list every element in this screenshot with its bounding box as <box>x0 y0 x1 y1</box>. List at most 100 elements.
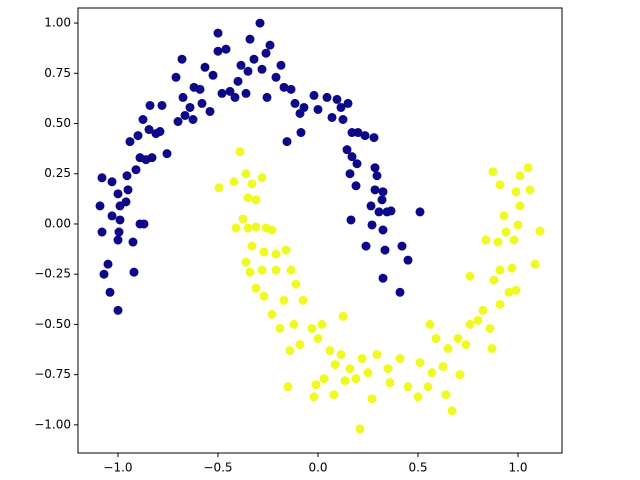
point <box>374 207 384 217</box>
point <box>478 305 488 315</box>
point <box>299 102 309 112</box>
point <box>415 207 425 217</box>
point <box>107 211 117 221</box>
point <box>313 104 323 114</box>
point <box>347 152 357 162</box>
point <box>231 223 241 233</box>
point <box>535 226 545 236</box>
point <box>327 112 337 122</box>
point <box>238 214 248 224</box>
point <box>290 98 300 108</box>
point <box>105 287 115 297</box>
point <box>125 137 135 147</box>
point <box>488 167 498 177</box>
point <box>113 305 123 315</box>
point <box>296 128 306 138</box>
point <box>319 374 329 384</box>
point <box>185 102 195 112</box>
point <box>338 115 348 125</box>
point <box>455 370 465 380</box>
point <box>195 84 205 94</box>
point <box>515 171 525 181</box>
y-tick-label: −0.50 <box>34 317 71 331</box>
point <box>465 319 475 329</box>
point <box>289 319 299 329</box>
point <box>291 279 301 289</box>
point <box>295 340 305 350</box>
point <box>485 323 495 333</box>
point <box>282 137 292 147</box>
point <box>180 110 190 120</box>
point <box>103 259 113 269</box>
point <box>415 358 425 368</box>
point <box>378 187 388 197</box>
point <box>385 378 395 388</box>
point <box>340 376 350 386</box>
point <box>511 187 521 197</box>
point <box>309 392 319 402</box>
point <box>262 92 272 102</box>
point <box>233 76 243 86</box>
point <box>121 197 131 207</box>
point <box>281 245 291 255</box>
point <box>322 92 332 102</box>
point <box>247 179 257 189</box>
point <box>241 88 251 98</box>
point <box>279 82 289 92</box>
point <box>188 115 198 125</box>
x-tick-label: 0.0 <box>308 461 327 475</box>
point <box>336 102 346 112</box>
y-tick-label: 0.25 <box>44 166 71 180</box>
point <box>352 159 362 169</box>
y-tick-label: 0.50 <box>44 116 71 130</box>
point <box>257 265 267 275</box>
point <box>255 18 265 28</box>
point <box>447 406 457 416</box>
point <box>438 362 448 372</box>
point <box>427 368 437 378</box>
point <box>489 275 499 285</box>
point <box>530 259 540 269</box>
point <box>431 333 441 343</box>
point <box>511 285 521 295</box>
point <box>507 263 517 273</box>
point <box>95 201 105 211</box>
point <box>363 368 373 378</box>
point <box>275 323 285 333</box>
point <box>378 273 388 283</box>
point <box>221 44 231 54</box>
point <box>523 163 533 173</box>
point <box>313 333 323 343</box>
point <box>357 354 367 364</box>
point <box>265 40 275 50</box>
point <box>257 173 267 183</box>
point <box>377 195 387 205</box>
point <box>213 46 223 56</box>
point <box>425 319 435 329</box>
point <box>366 201 376 211</box>
point <box>285 346 295 356</box>
point <box>251 283 261 293</box>
y-tick-label: −0.25 <box>34 267 71 281</box>
point <box>495 180 505 190</box>
point <box>113 235 123 245</box>
point <box>178 92 188 102</box>
point <box>351 374 361 384</box>
point <box>200 62 210 72</box>
point <box>286 265 296 275</box>
point <box>372 171 382 181</box>
point <box>243 223 253 233</box>
x-tick-label: 1.0 <box>508 461 527 475</box>
point <box>441 390 451 400</box>
point <box>286 84 296 94</box>
point <box>378 225 388 235</box>
point <box>329 390 339 400</box>
point <box>236 60 246 70</box>
point <box>367 220 377 230</box>
y-tick-label: 0.75 <box>44 66 71 80</box>
point <box>259 291 269 301</box>
y-tick-label: −0.75 <box>34 367 71 381</box>
point <box>155 127 165 137</box>
point <box>330 360 340 370</box>
